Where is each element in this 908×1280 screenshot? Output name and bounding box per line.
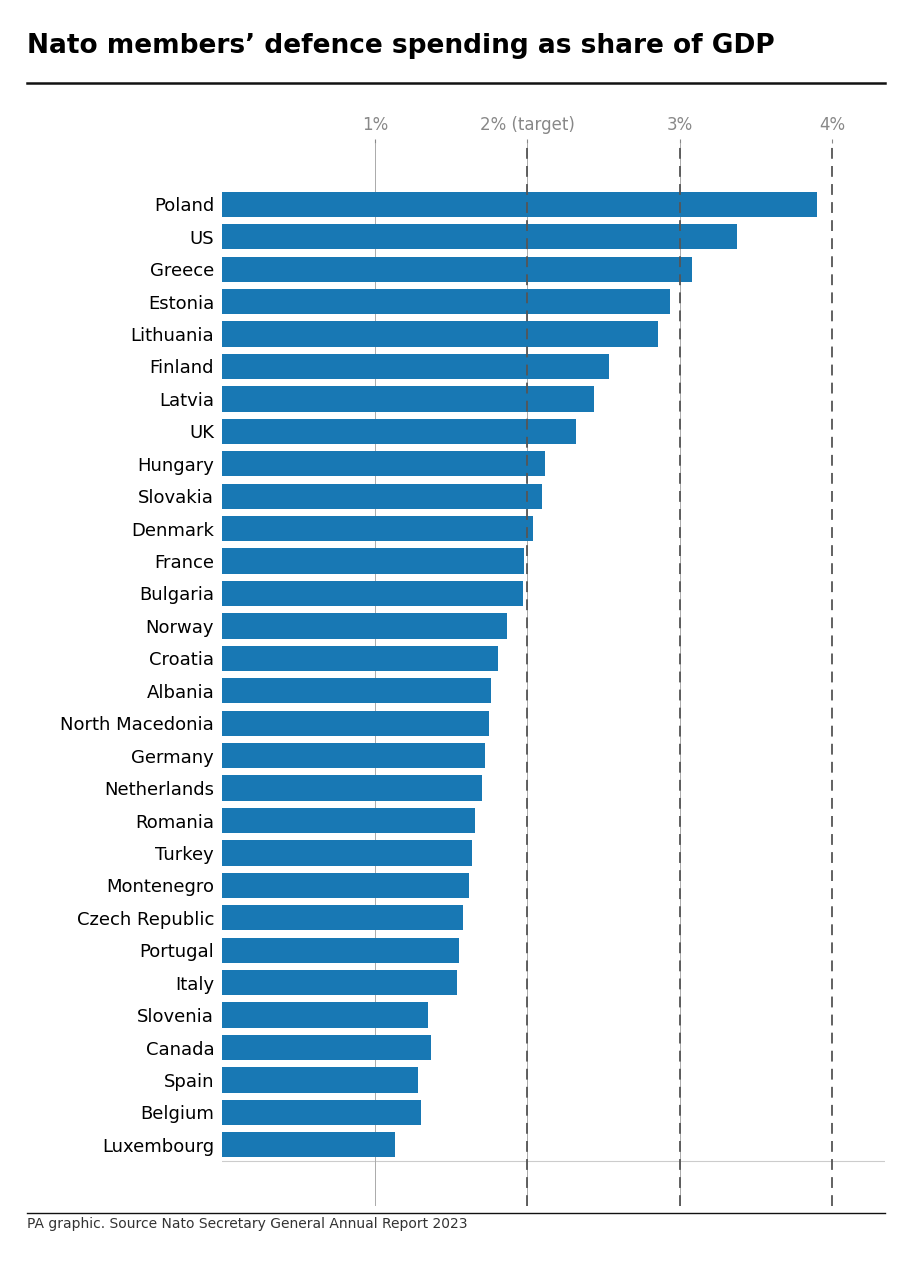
Bar	[222, 776, 481, 801]
Bar	[222, 581, 523, 607]
Bar	[222, 419, 576, 444]
Bar	[222, 613, 508, 639]
Bar	[222, 289, 670, 315]
Bar	[222, 970, 457, 996]
Bar	[222, 548, 524, 573]
Bar	[222, 387, 594, 412]
Bar	[222, 516, 533, 541]
Bar	[222, 905, 463, 931]
Bar	[222, 645, 498, 671]
Bar	[222, 710, 489, 736]
Bar	[222, 937, 459, 963]
Bar	[222, 224, 737, 250]
Bar	[222, 256, 692, 282]
Bar	[222, 321, 658, 347]
Bar	[222, 742, 485, 768]
Bar	[222, 1068, 418, 1093]
Bar	[222, 808, 476, 833]
Text: Nato members’ defence spending as share of GDP: Nato members’ defence spending as share …	[27, 33, 775, 59]
Bar	[222, 451, 546, 476]
Bar	[222, 353, 609, 379]
Bar	[222, 678, 490, 704]
Bar	[222, 484, 542, 509]
Bar	[222, 840, 472, 865]
Bar	[222, 1034, 431, 1060]
Bar	[222, 873, 469, 899]
Bar	[222, 1133, 395, 1157]
Text: PA graphic. Source Nato Secretary General Annual Report 2023: PA graphic. Source Nato Secretary Genera…	[27, 1217, 468, 1231]
Bar	[222, 1100, 420, 1125]
Bar	[222, 1002, 429, 1028]
Bar	[222, 192, 816, 216]
